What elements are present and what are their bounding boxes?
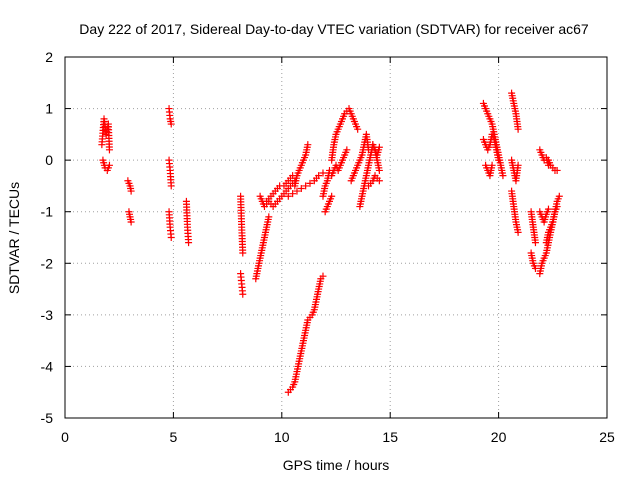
x-tick-label: 25	[599, 429, 615, 445]
y-tick-label: 1	[45, 101, 53, 117]
data-point	[185, 239, 193, 247]
data-series	[98, 89, 563, 396]
data-point	[302, 182, 310, 190]
y-axis-title: SDTVAR / TECUs	[6, 182, 22, 294]
data-point	[293, 187, 301, 195]
grid-lines	[65, 57, 607, 418]
x-tick-label: 0	[61, 429, 69, 445]
plot-frame	[64, 56, 608, 419]
data-point	[531, 239, 539, 247]
data-point	[105, 161, 113, 169]
data-point	[105, 146, 113, 154]
y-tick-label: -2	[41, 255, 54, 271]
data-point	[127, 218, 135, 226]
y-tick-label: -4	[41, 358, 54, 374]
data-point	[304, 141, 312, 149]
data-point	[306, 179, 314, 187]
x-axis-title: GPS time / hours	[283, 457, 390, 473]
data-point	[284, 192, 292, 200]
data-point	[375, 143, 383, 151]
data-point	[239, 249, 247, 257]
data-point	[375, 166, 383, 174]
data-point	[167, 182, 175, 190]
data-point	[297, 185, 305, 193]
data-point	[514, 125, 522, 133]
axis-ticks: 0 5 10 15 20 25 -5 -4 -3 -2 -1 0 1 2	[41, 49, 615, 445]
data-point	[499, 172, 507, 180]
data-point	[127, 187, 135, 195]
data-point	[495, 156, 503, 164]
data-point	[167, 120, 175, 128]
data-point	[289, 190, 297, 198]
data-point	[265, 213, 273, 221]
data-point	[375, 177, 383, 185]
data-point	[544, 205, 552, 213]
data-point	[167, 234, 175, 241]
data-point	[555, 192, 563, 200]
x-tick-label: 10	[274, 429, 290, 445]
chart-title: Day 222 of 2017, Sidereal Day-to-day VTE…	[79, 21, 589, 37]
data-point	[514, 161, 522, 169]
data-point	[343, 146, 351, 154]
x-tick-label: 5	[170, 429, 178, 445]
x-tick-label: 15	[382, 429, 398, 445]
data-point	[328, 192, 336, 200]
y-tick-label: -5	[41, 410, 54, 426]
data-point	[239, 290, 247, 298]
data-point	[319, 169, 327, 177]
data-point	[553, 166, 561, 174]
x-tick-label: 20	[491, 429, 507, 445]
y-tick-label: -3	[41, 307, 54, 323]
data-point	[514, 228, 522, 236]
y-tick-label: 0	[45, 152, 53, 168]
data-point	[319, 272, 327, 280]
y-tick-label: -1	[41, 204, 54, 220]
data-point	[354, 125, 362, 133]
y-tick-label: 2	[45, 49, 53, 65]
data-point	[488, 161, 496, 169]
data-point	[315, 172, 323, 180]
